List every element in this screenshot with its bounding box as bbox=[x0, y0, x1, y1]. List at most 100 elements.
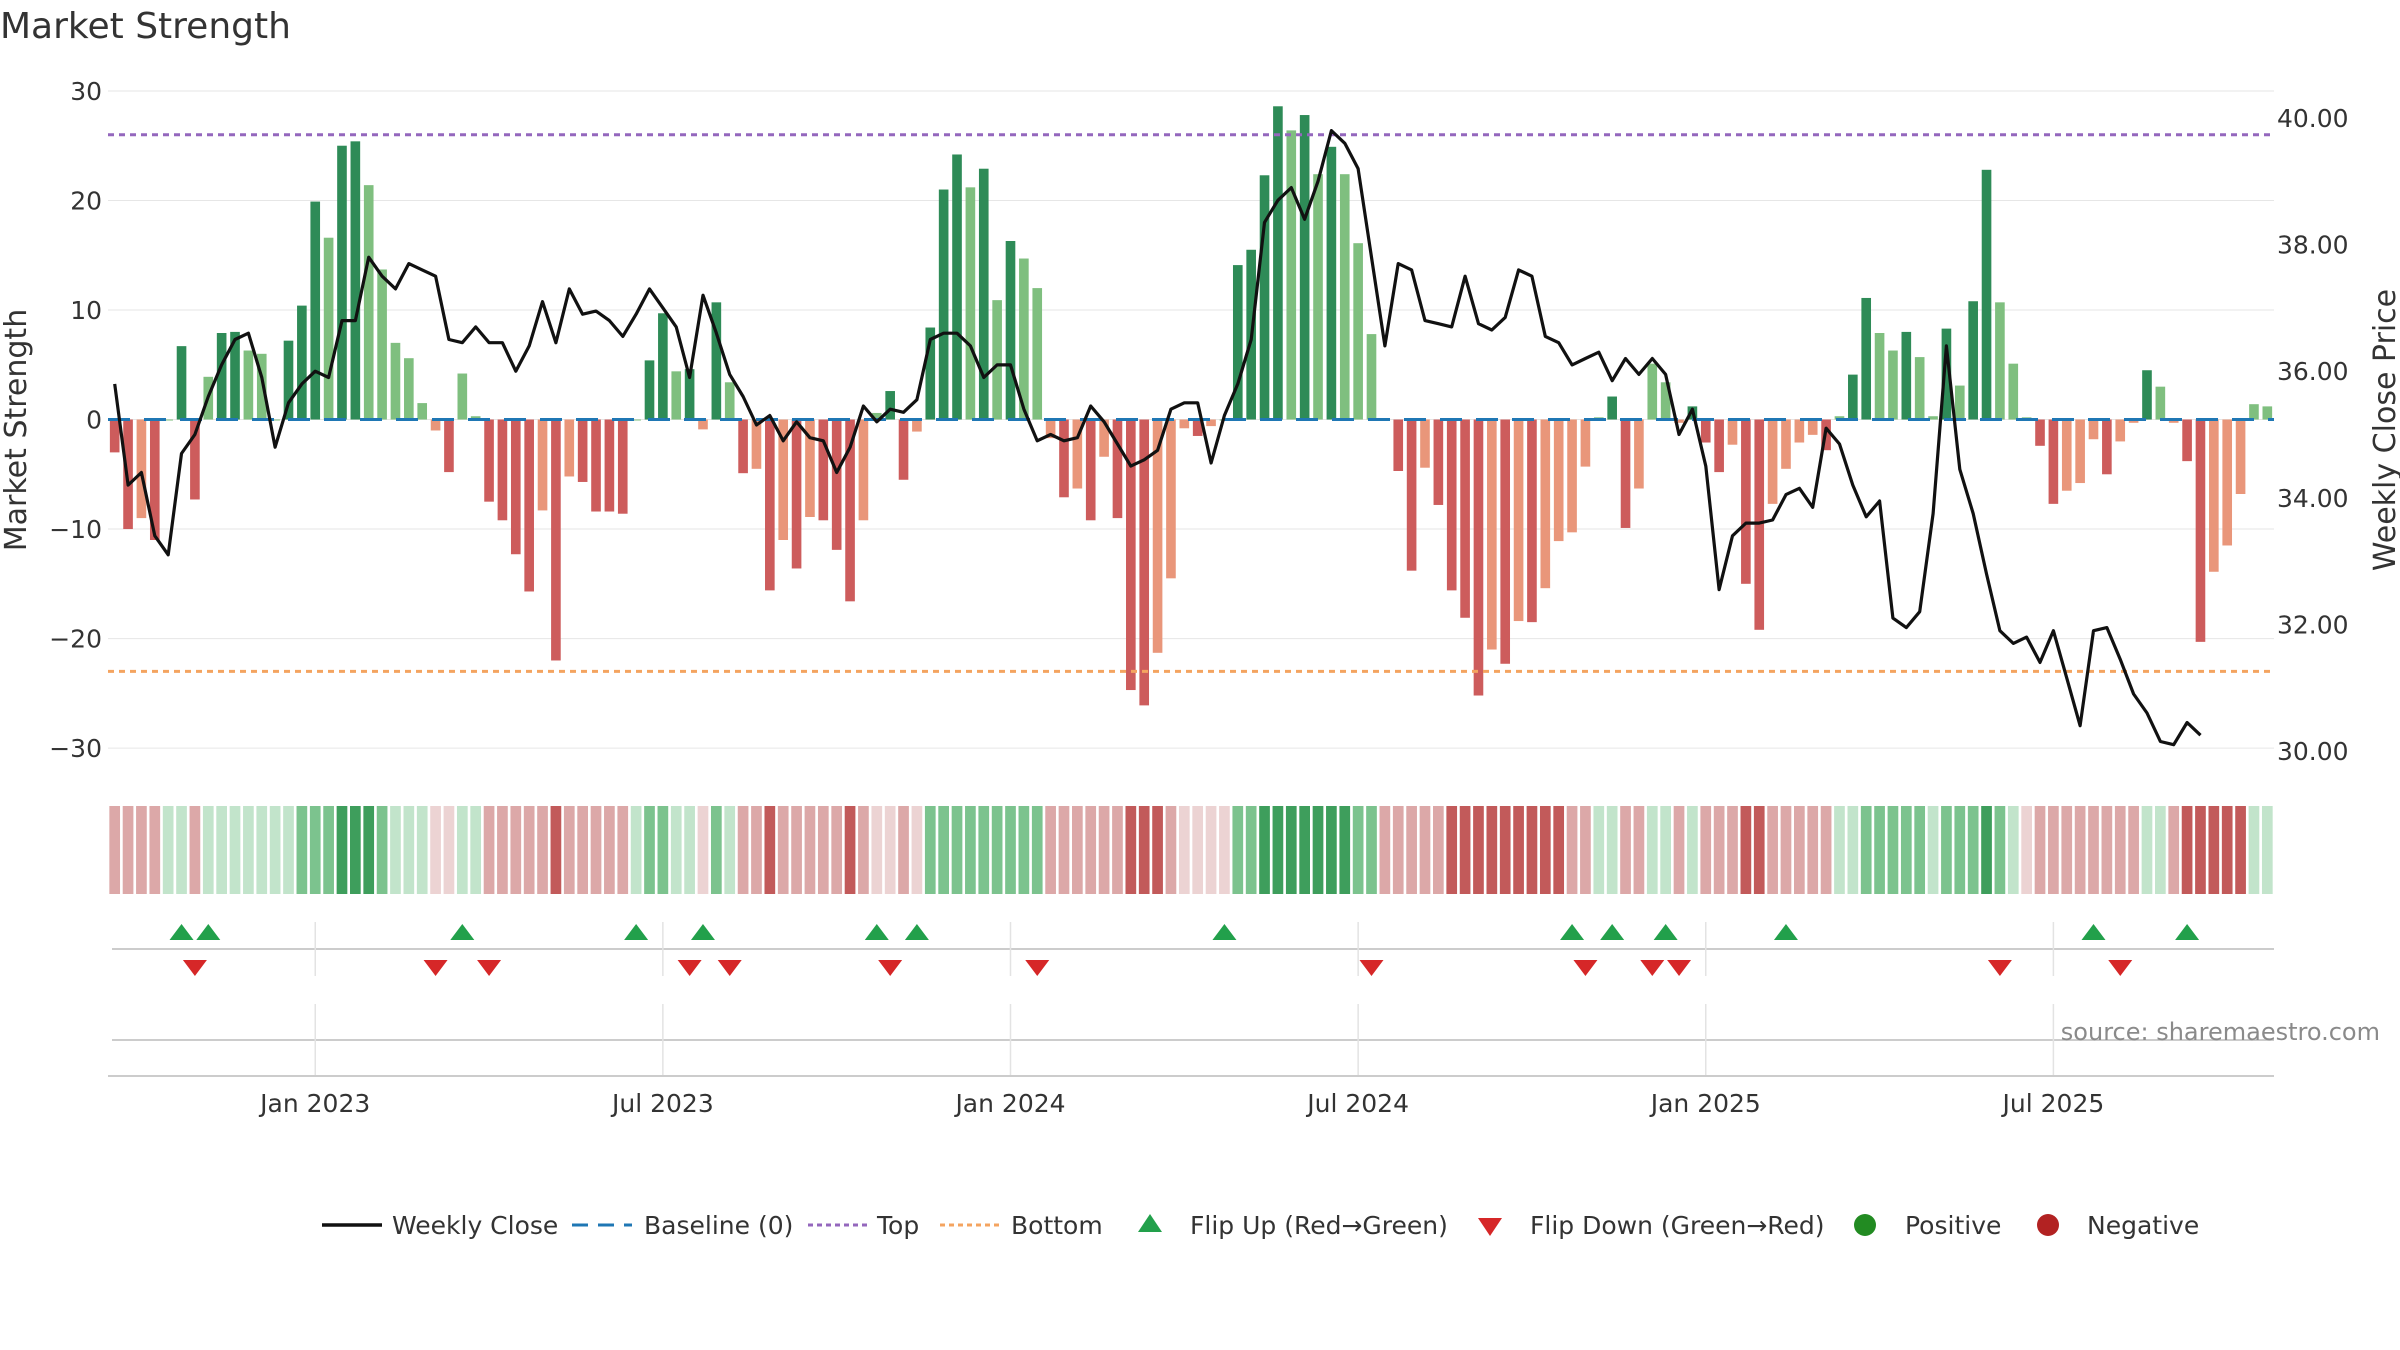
strength-bar bbox=[1299, 115, 1310, 420]
flip-up-marker bbox=[1773, 924, 1798, 940]
strength-bar bbox=[564, 419, 575, 477]
heat-cell bbox=[149, 806, 161, 894]
strength-bar bbox=[310, 201, 321, 420]
heat-cell bbox=[1566, 806, 1578, 894]
strength-bar bbox=[350, 141, 361, 420]
strength-bar bbox=[256, 353, 267, 420]
strength-bar bbox=[1139, 419, 1150, 706]
strength-bar bbox=[417, 403, 428, 420]
strength-bar bbox=[404, 358, 414, 420]
strength-bar bbox=[484, 419, 494, 502]
heat-cell bbox=[1673, 806, 1685, 894]
heat-cell bbox=[162, 806, 174, 894]
heat-cell bbox=[323, 806, 334, 894]
legend-label: Flip Up (Red→Green) bbox=[1190, 1211, 1448, 1240]
strength-bar bbox=[1928, 416, 1938, 420]
strength-bar bbox=[337, 145, 347, 420]
heat-cell bbox=[951, 806, 963, 894]
heat-cell bbox=[2128, 806, 2139, 894]
strength-bar bbox=[1540, 419, 1551, 589]
strength-bar bbox=[1968, 301, 1978, 420]
x-tick-label: Jul 2023 bbox=[610, 1089, 714, 1118]
heat-cell bbox=[604, 806, 615, 894]
heat-cell bbox=[122, 806, 134, 894]
strength-bar bbox=[1741, 419, 1751, 584]
strength-bar bbox=[497, 419, 508, 521]
strength-bar bbox=[390, 342, 401, 420]
strength-bar bbox=[845, 419, 855, 602]
strength-bar bbox=[577, 419, 588, 482]
heat-cell bbox=[2221, 806, 2233, 894]
heat-cell bbox=[363, 806, 375, 894]
heat-cell bbox=[711, 806, 722, 894]
heat-cell bbox=[1232, 806, 1244, 894]
flip-down-marker bbox=[2108, 960, 2133, 976]
heat-cell bbox=[884, 806, 896, 894]
strength-bar bbox=[1767, 419, 1778, 504]
heat-cell bbox=[1285, 806, 1297, 894]
strength-bar bbox=[591, 419, 601, 512]
y-tick-label: 10 bbox=[70, 296, 102, 325]
strength-bar bbox=[190, 419, 200, 500]
heat-cell bbox=[1486, 806, 1498, 894]
strength-bar bbox=[2102, 419, 2112, 475]
strength-bar bbox=[1700, 419, 1711, 443]
heat-cell bbox=[817, 806, 829, 894]
legend-swatch bbox=[1478, 1218, 1502, 1236]
strength-bar bbox=[1019, 258, 1029, 420]
strength-bar bbox=[2061, 419, 2072, 491]
chart-title: Market Strength bbox=[0, 6, 291, 47]
weekly-close-series bbox=[113, 129, 2202, 747]
strength-bar bbox=[831, 419, 842, 550]
strength-bar bbox=[1781, 419, 1791, 469]
heat-cell bbox=[176, 806, 187, 894]
heat-cell bbox=[831, 806, 843, 894]
flip-up-marker bbox=[2175, 924, 2200, 940]
flip-down-marker bbox=[677, 960, 702, 976]
strength-bar bbox=[1085, 419, 1096, 521]
heat-cell bbox=[697, 806, 709, 894]
strength-bar bbox=[2088, 419, 2099, 440]
strength-bar bbox=[1861, 297, 1872, 420]
strength-bar bbox=[2209, 419, 2219, 572]
heat-cell bbox=[657, 806, 669, 894]
strength-bar bbox=[1727, 419, 1738, 445]
flip-down-marker bbox=[1359, 960, 1384, 976]
heat-cell bbox=[924, 806, 936, 894]
strength-bar bbox=[243, 350, 254, 420]
strength-bar bbox=[1460, 419, 1470, 618]
heat-cell bbox=[1433, 806, 1444, 894]
heat-cell bbox=[563, 806, 575, 894]
heat-cell bbox=[243, 806, 254, 894]
heat-cell bbox=[2195, 806, 2206, 894]
heat-cell bbox=[1620, 806, 1631, 894]
heat-cell bbox=[1753, 806, 1765, 894]
heat-cell bbox=[1152, 806, 1163, 894]
strength-bar bbox=[1353, 243, 1363, 420]
heat-cell bbox=[202, 806, 214, 894]
flip-up-marker bbox=[169, 924, 194, 940]
heat-cell bbox=[1727, 806, 1738, 894]
strength-bar bbox=[444, 419, 454, 473]
heat-cell bbox=[938, 806, 949, 894]
heat-cell bbox=[1326, 806, 1337, 894]
strength-bar bbox=[2222, 419, 2233, 546]
strength-bar bbox=[617, 419, 628, 514]
y2-tick-label: 30.00 bbox=[2277, 737, 2349, 766]
heat-cell bbox=[1352, 806, 1364, 894]
flip-down-marker bbox=[1025, 960, 1050, 976]
strength-bar bbox=[1059, 419, 1069, 498]
heat-cell bbox=[1981, 806, 1992, 894]
heat-cell bbox=[1513, 806, 1524, 894]
strength-bar bbox=[1152, 419, 1163, 653]
heat-cell bbox=[1031, 806, 1043, 894]
flip-down-marker bbox=[477, 960, 502, 976]
heat-cell bbox=[1419, 806, 1431, 894]
strength-bar bbox=[765, 419, 775, 591]
heat-cell bbox=[1954, 806, 1966, 894]
heat-cell bbox=[965, 806, 976, 894]
strength-bar bbox=[2008, 363, 2019, 420]
strength-bar bbox=[1339, 174, 1350, 420]
legend-label: Negative bbox=[2087, 1211, 2199, 1240]
heat-cell bbox=[1045, 806, 1056, 894]
